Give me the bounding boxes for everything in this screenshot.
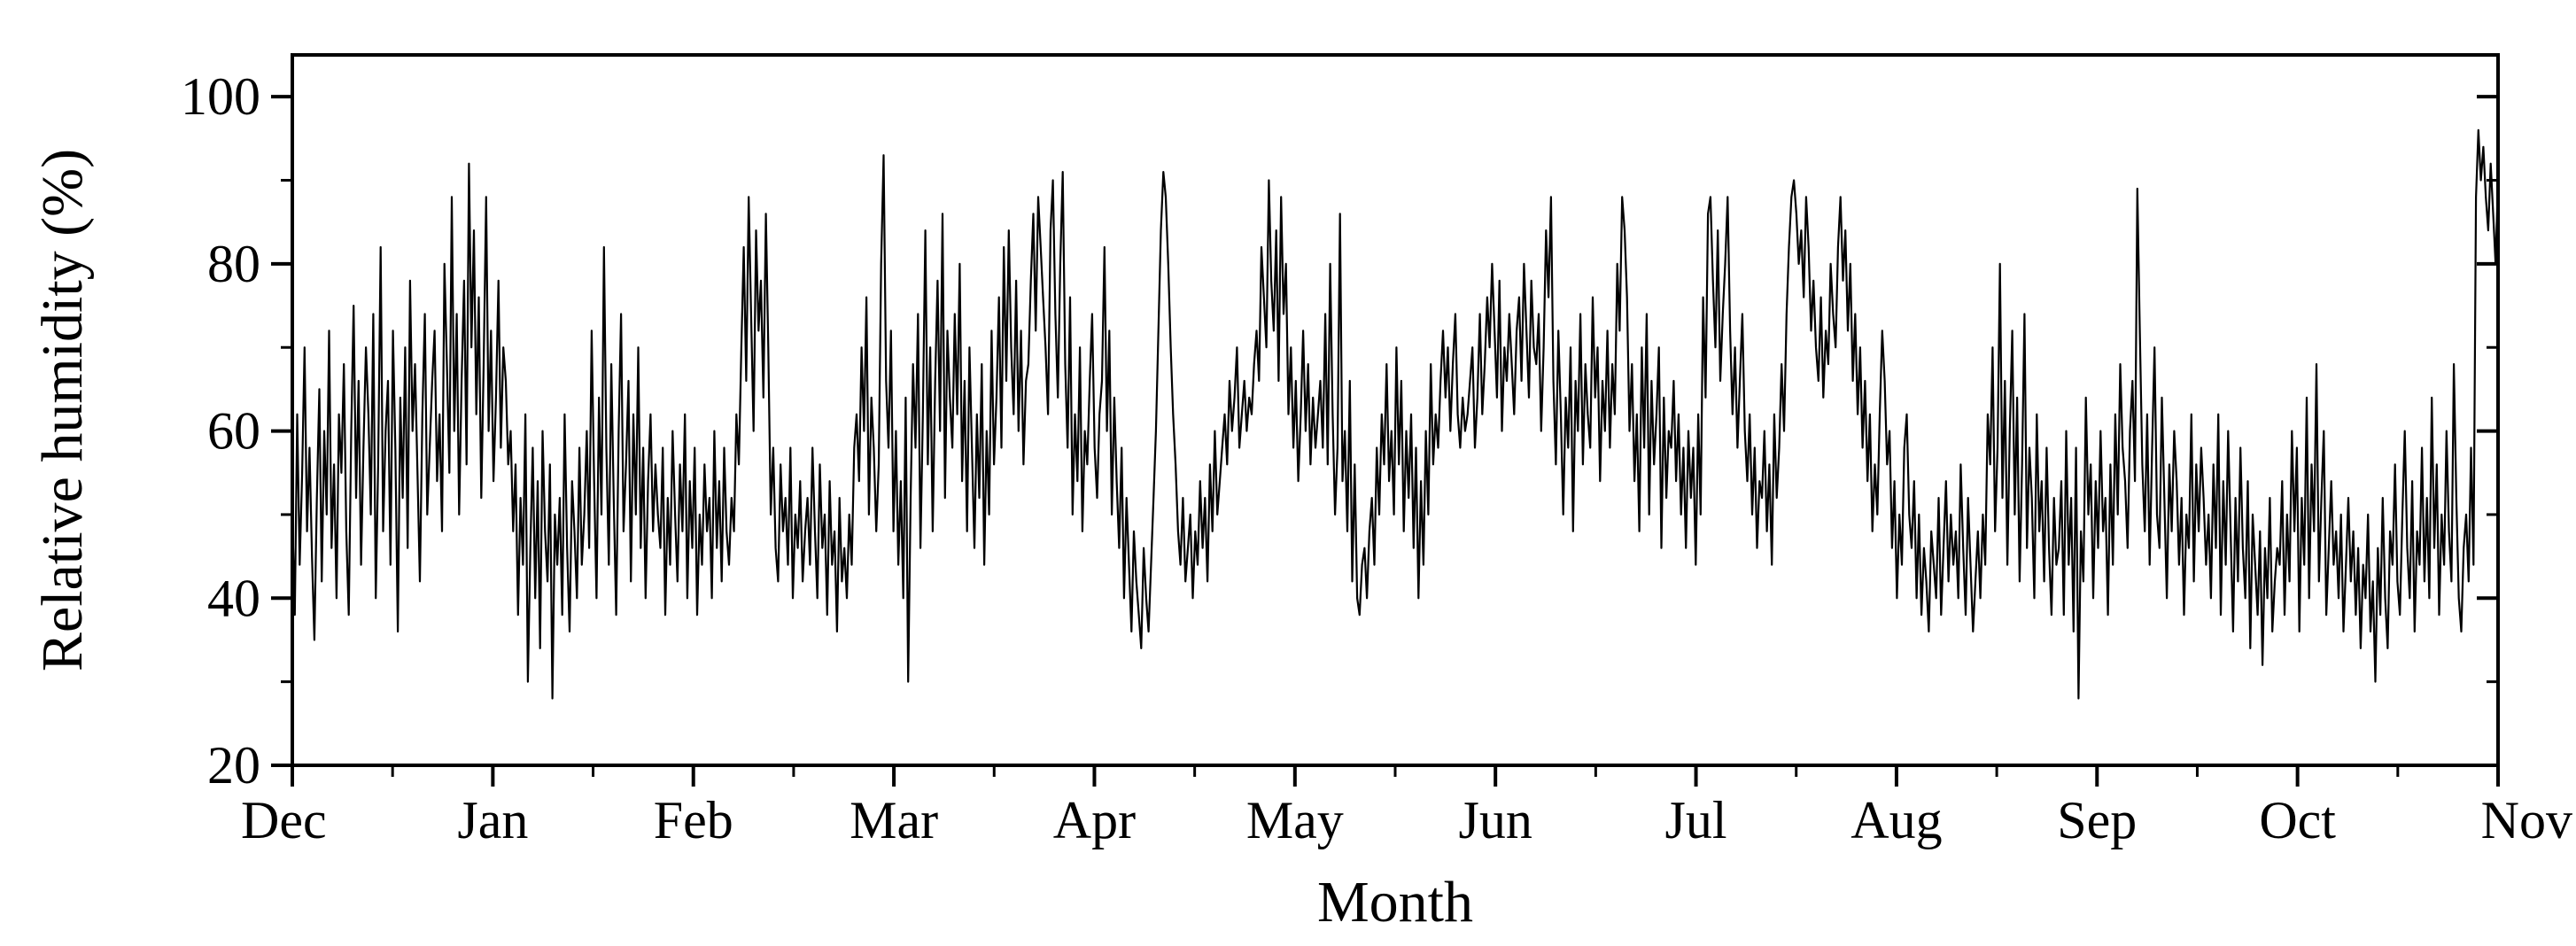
y-tick-label: 100 (181, 67, 260, 126)
x-tick-label: May (1246, 791, 1344, 849)
x-axis: Dec Jan Feb Mar Apr May Jun Jul Aug Sep Oct Nov (241, 765, 2572, 849)
x-tick-label: Feb (654, 791, 733, 849)
x-tick-label: Aug (1851, 791, 1942, 849)
x-tick-label: Apr (1053, 791, 1136, 849)
y-tick-label: 40 (207, 569, 260, 627)
x-tick-label: Jul (1665, 791, 1727, 849)
y-tick-label: 20 (207, 736, 260, 795)
x-tick-label: Oct (2259, 791, 2336, 849)
x-tick-label: Jun (1459, 791, 1532, 849)
y-tick-label: 80 (207, 235, 260, 293)
y-axis: 20 40 60 80 100 (181, 67, 2498, 795)
x-tick-label: Mar (850, 791, 938, 849)
series-layer (291, 128, 2500, 700)
x-tick-label: Sep (2057, 791, 2137, 849)
y-tick-label: 60 (207, 402, 260, 461)
y-axis-title: Relative humidity (%) (30, 149, 95, 671)
x-axis-title: Month (1317, 870, 1473, 934)
x-tick-label: Nov (2481, 791, 2572, 849)
series-line-0 (291, 128, 2500, 700)
x-tick-label: Dec (241, 791, 327, 849)
x-tick-label: Jan (457, 791, 528, 849)
